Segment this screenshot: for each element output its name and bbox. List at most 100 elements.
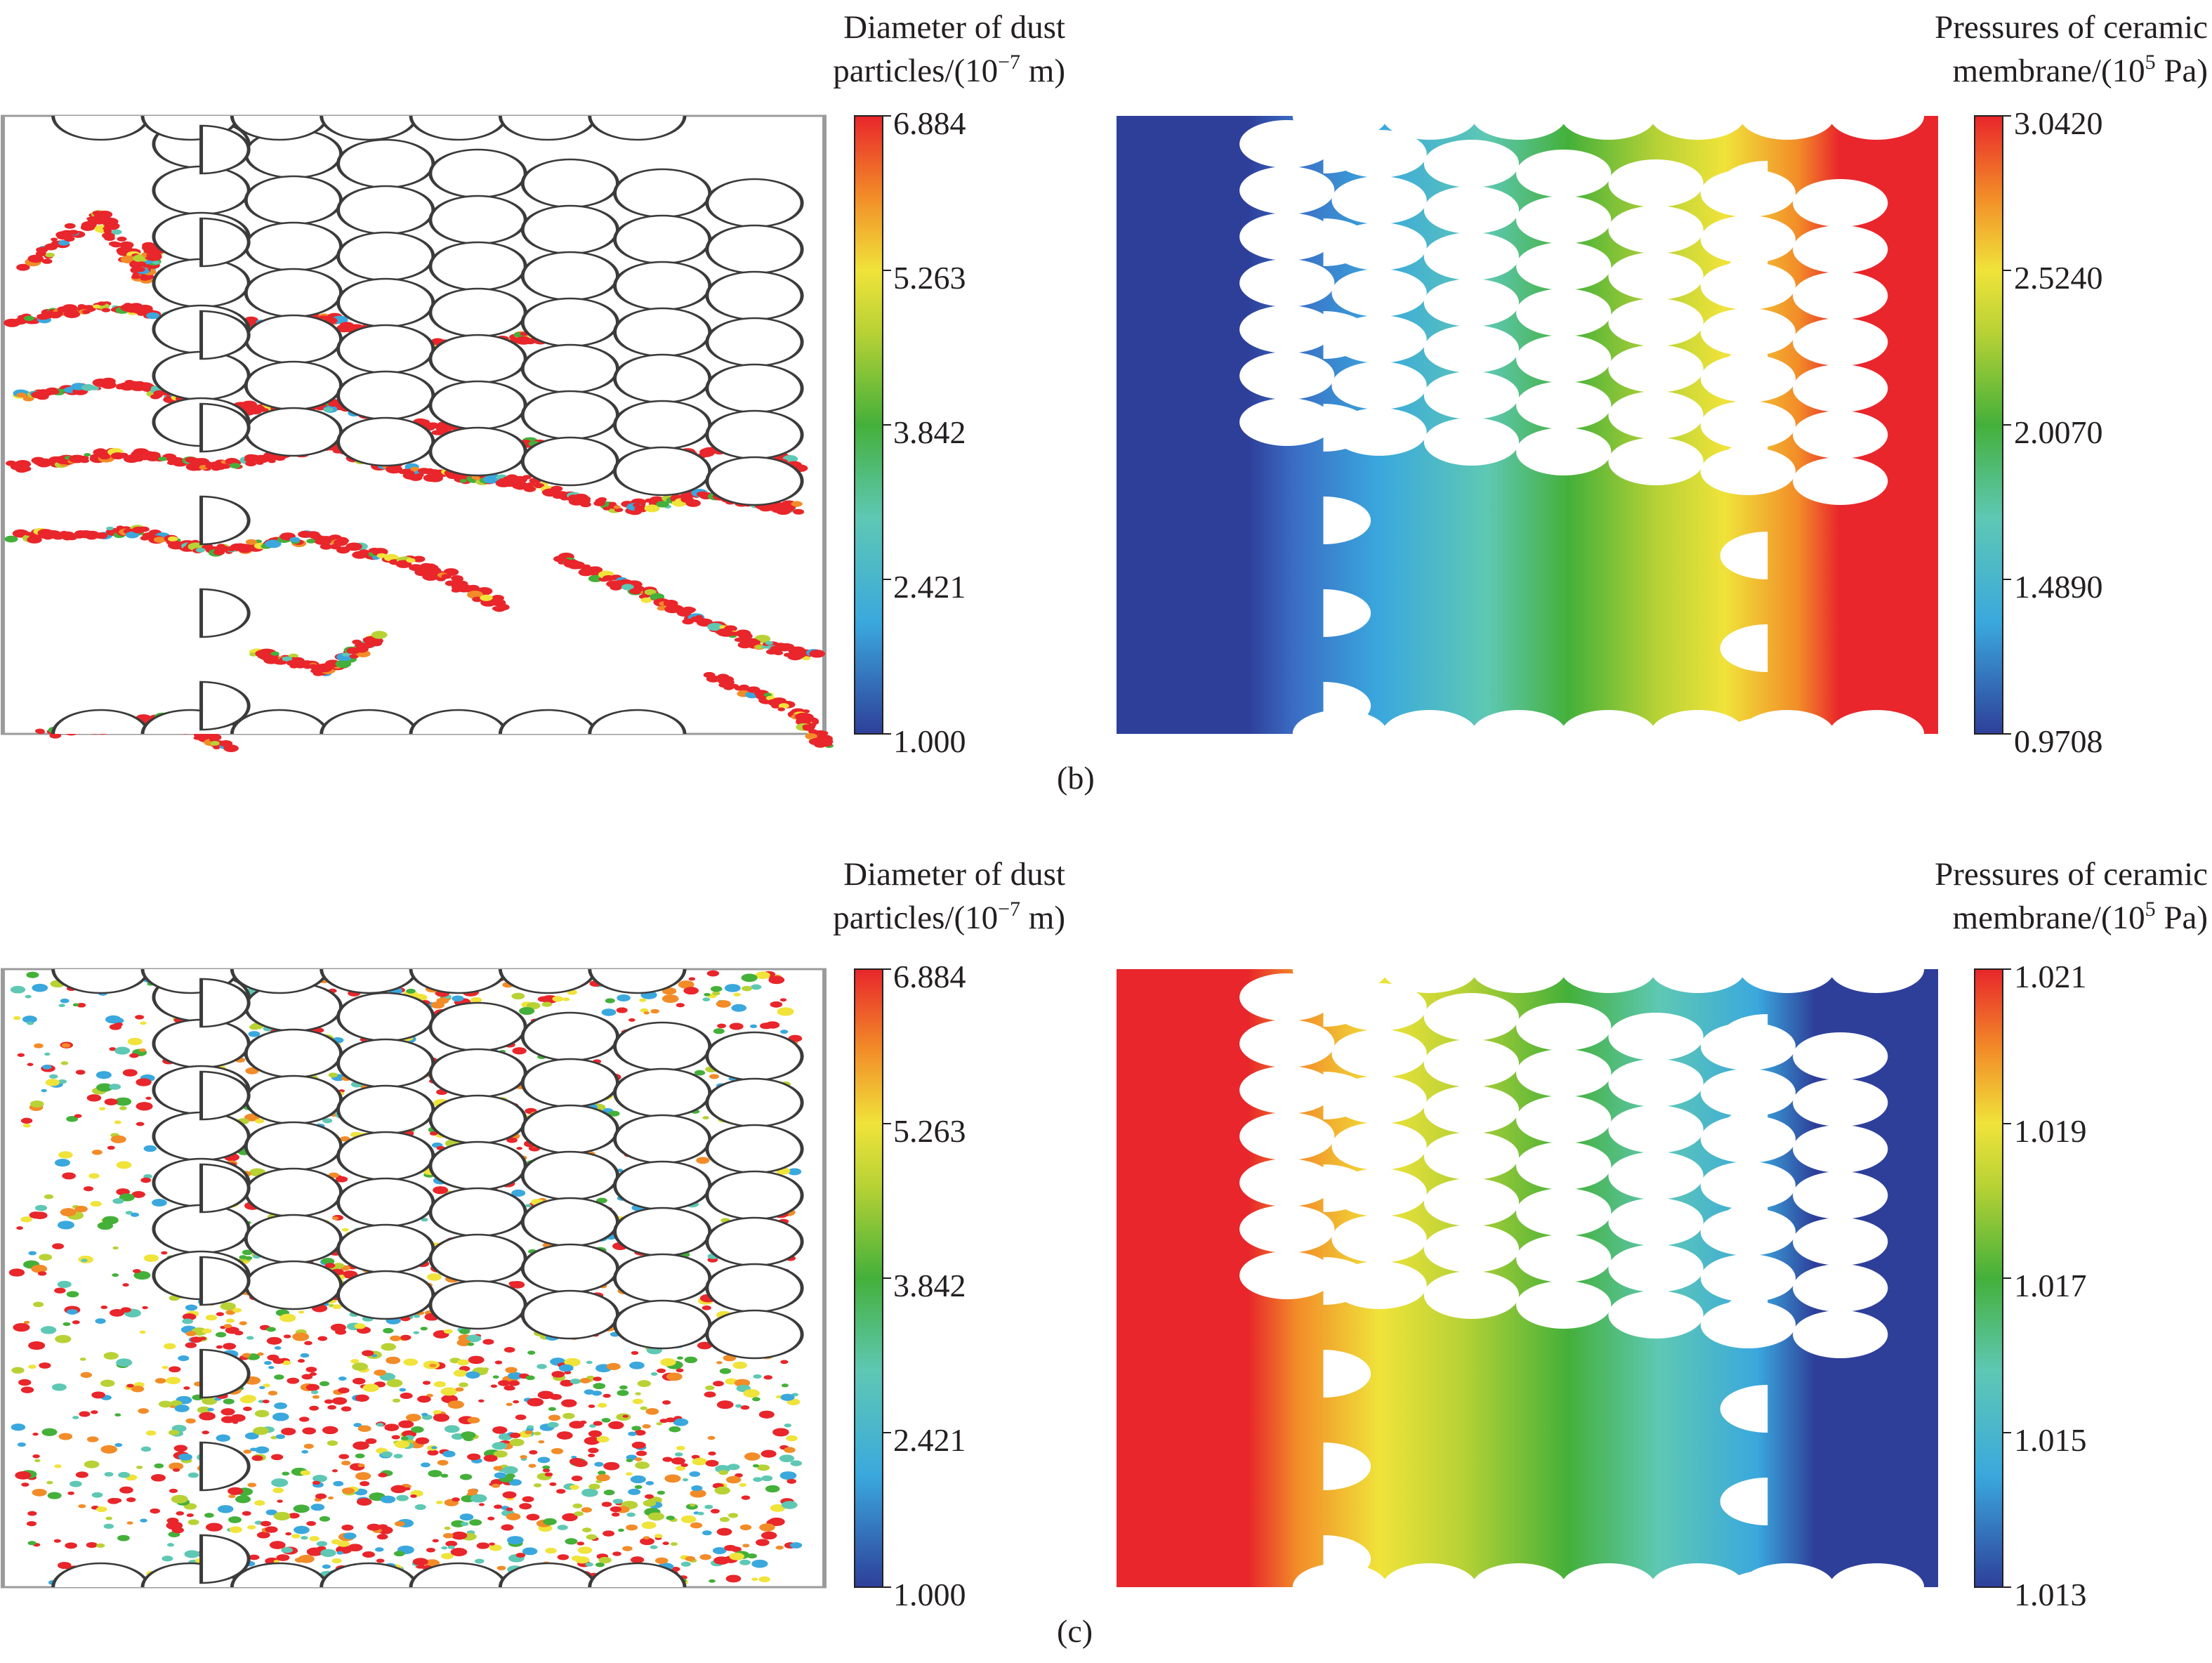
dust-particle: [689, 1504, 696, 1507]
dust-particle: [305, 1383, 320, 1391]
membrane-pore: [1239, 352, 1335, 400]
dust-particle: [41, 1428, 58, 1436]
dust-particle: [32, 1454, 40, 1459]
dust-particle: [117, 1534, 130, 1542]
membrane-pore: [1608, 438, 1704, 485]
dust-particle: [32, 983, 48, 992]
dust-particle: [391, 1435, 400, 1440]
dust-particle: [216, 1332, 227, 1338]
dust-particle: [619, 1385, 628, 1390]
dust-particle: [794, 652, 805, 659]
dust-particle: [680, 1516, 697, 1523]
dust-particle: [393, 1454, 403, 1459]
dust-particle: [223, 744, 239, 752]
dust-particle: [601, 1418, 611, 1423]
dust-particle: [104, 1472, 114, 1477]
dust-particle: [242, 405, 254, 412]
dust-particle: [331, 1469, 338, 1473]
dust-particle: [86, 1094, 102, 1102]
dust-particle: [81, 310, 91, 315]
dust-particle: [383, 1328, 394, 1334]
dust-particle: [268, 1366, 275, 1369]
dust-particle: [666, 1516, 675, 1520]
dust-particle: [202, 1431, 209, 1435]
membrane-pore: [1608, 159, 1704, 207]
dust-particle: [376, 1558, 385, 1563]
dust-particle: [72, 1416, 79, 1419]
dust-particle: [376, 1534, 388, 1540]
dust-particle: [579, 501, 591, 508]
dust-particle: [744, 1452, 761, 1461]
membrane-pore: [428, 426, 527, 477]
membrane-pore: [705, 409, 804, 460]
dust-particle: [406, 558, 416, 563]
membrane-pore: [1423, 140, 1520, 188]
dust-particle: [617, 1390, 629, 1396]
dust-particle: [169, 457, 185, 465]
dust-particle: [36, 730, 45, 735]
membrane-pore: [1793, 364, 1888, 412]
dust-particle: [444, 1425, 460, 1433]
dust-particle: [541, 1001, 552, 1007]
dust-particle: [294, 1525, 310, 1534]
dust-particle: [662, 1457, 673, 1462]
membrane-pore: [1423, 186, 1520, 234]
dust-particle: [460, 1473, 473, 1480]
dust-particle: [327, 1405, 336, 1410]
dust-particle: [453, 1369, 468, 1377]
dust-particle: [777, 1007, 794, 1016]
membrane-pore: [428, 195, 527, 245]
dust-particle: [242, 1511, 251, 1516]
membrane-pore: [520, 343, 619, 394]
membrane-pore: [1239, 166, 1335, 214]
dust-particle: [537, 996, 549, 1002]
dust-particle: [594, 1461, 604, 1467]
dust-particle: [341, 1460, 351, 1466]
dust-particle: [53, 311, 64, 316]
membrane-pore: [1608, 252, 1704, 300]
membrane-pore: [1793, 318, 1888, 366]
dust-particle: [75, 1070, 86, 1075]
dust-particle: [616, 1007, 628, 1013]
dust-particle: [107, 1145, 115, 1150]
membrane-pore: [1516, 335, 1612, 383]
dust-particle: [410, 466, 420, 472]
membrane-pore: [613, 261, 712, 311]
dust-particle: [537, 1457, 551, 1464]
dust-particle: [622, 1546, 633, 1551]
membrane-pore: [244, 175, 343, 225]
membrane-pore: [1239, 398, 1335, 446]
dust-particle: [650, 1008, 659, 1014]
dust-particle: [47, 388, 60, 395]
membrane-pore: [1239, 305, 1335, 353]
dust-particle: [591, 1391, 603, 1396]
dust-particle: [468, 1355, 485, 1365]
membrane-pore: [613, 353, 712, 404]
dust-particle: [719, 1368, 732, 1374]
dust-particle: [341, 1524, 354, 1531]
dust-particle: [268, 1391, 277, 1395]
dust-particle: [162, 1365, 169, 1369]
membrane-pore: [613, 168, 712, 218]
membrane-pore: [1331, 176, 1427, 224]
membrane-pore: [1516, 381, 1612, 429]
dust-particle: [797, 466, 807, 472]
dust-particle: [496, 604, 510, 611]
dust-particle: [694, 1070, 706, 1076]
dust-particle: [572, 1503, 583, 1508]
dust-particle: [32, 1301, 44, 1308]
membrane-pore: [244, 314, 343, 364]
dust-particle: [400, 1393, 413, 1399]
dust-particle: [582, 1527, 592, 1532]
dust-particle: [815, 742, 824, 746]
dust-particle: [27, 1511, 37, 1516]
dust-particle: [608, 1421, 624, 1429]
dust-particle: [162, 1556, 173, 1562]
dust-particle: [312, 1395, 320, 1399]
dust-particle: [413, 1331, 419, 1334]
dust-particle: [137, 382, 154, 390]
dust-particle: [161, 1251, 168, 1255]
membrane-pore: [428, 241, 527, 291]
dust-particle: [164, 1343, 176, 1350]
dust-particle: [631, 1441, 646, 1449]
